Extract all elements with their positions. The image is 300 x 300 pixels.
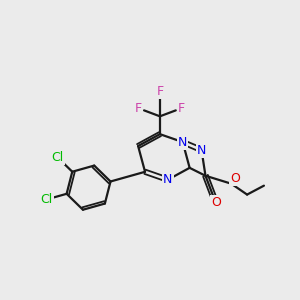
Text: F: F	[134, 102, 142, 115]
Text: Cl: Cl	[40, 193, 53, 206]
Text: Cl: Cl	[51, 151, 64, 164]
Text: N: N	[178, 136, 188, 148]
Text: F: F	[156, 85, 164, 98]
Text: O: O	[230, 172, 240, 185]
Text: F: F	[178, 102, 185, 115]
Text: O: O	[212, 196, 221, 209]
Text: N: N	[163, 173, 172, 186]
Text: N: N	[197, 143, 206, 157]
